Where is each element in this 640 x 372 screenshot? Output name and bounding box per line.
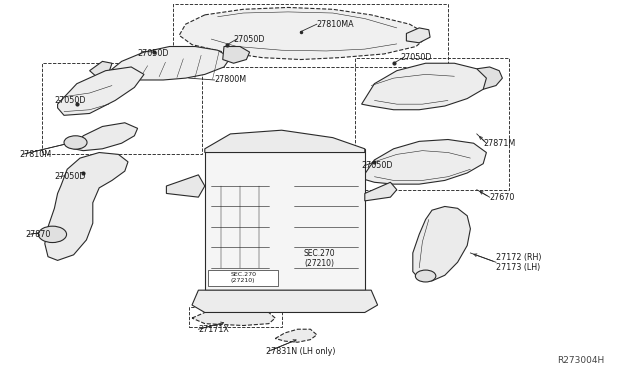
Text: SEC.270
(27210): SEC.270 (27210) <box>304 249 335 268</box>
Polygon shape <box>223 46 250 63</box>
Polygon shape <box>166 175 205 197</box>
Text: 27050D: 27050D <box>362 161 393 170</box>
Text: 27670: 27670 <box>490 193 515 202</box>
Polygon shape <box>179 7 429 60</box>
Text: 27870: 27870 <box>26 230 51 239</box>
Polygon shape <box>74 123 138 151</box>
Polygon shape <box>406 28 430 43</box>
Polygon shape <box>413 206 470 281</box>
Text: 27050D: 27050D <box>54 96 86 105</box>
Polygon shape <box>90 61 112 76</box>
Text: 27050D: 27050D <box>54 172 86 181</box>
Polygon shape <box>362 63 486 110</box>
Polygon shape <box>275 329 317 342</box>
Text: R273004H: R273004H <box>557 356 605 365</box>
Polygon shape <box>58 67 144 115</box>
Polygon shape <box>365 182 397 201</box>
Bar <box>173 4 448 67</box>
Text: 27810MA: 27810MA <box>317 20 355 29</box>
Text: 27810M: 27810M <box>19 150 51 159</box>
Text: 27871M: 27871M <box>483 139 515 148</box>
Text: 27050D: 27050D <box>400 53 431 62</box>
Polygon shape <box>192 290 378 312</box>
Circle shape <box>415 270 436 282</box>
Polygon shape <box>192 311 275 326</box>
Text: 27800M: 27800M <box>214 76 246 84</box>
Text: 27050D: 27050D <box>138 49 169 58</box>
Text: 27050D: 27050D <box>234 35 265 44</box>
Polygon shape <box>106 46 230 80</box>
Polygon shape <box>45 153 128 260</box>
Text: 27172 (RH)
27173 (LH): 27172 (RH) 27173 (LH) <box>496 253 541 272</box>
Polygon shape <box>477 67 502 89</box>
Circle shape <box>64 136 87 149</box>
Polygon shape <box>362 140 486 184</box>
Bar <box>189 307 282 327</box>
Circle shape <box>38 226 67 243</box>
Bar <box>208 270 278 286</box>
Bar <box>355 58 509 190</box>
Text: 27831N (LH only): 27831N (LH only) <box>266 347 335 356</box>
Text: 27171X: 27171X <box>198 325 229 334</box>
Text: SEC.270
(27210): SEC.270 (27210) <box>230 272 256 283</box>
FancyBboxPatch shape <box>205 149 365 290</box>
Polygon shape <box>205 130 365 153</box>
Bar <box>42 63 202 154</box>
